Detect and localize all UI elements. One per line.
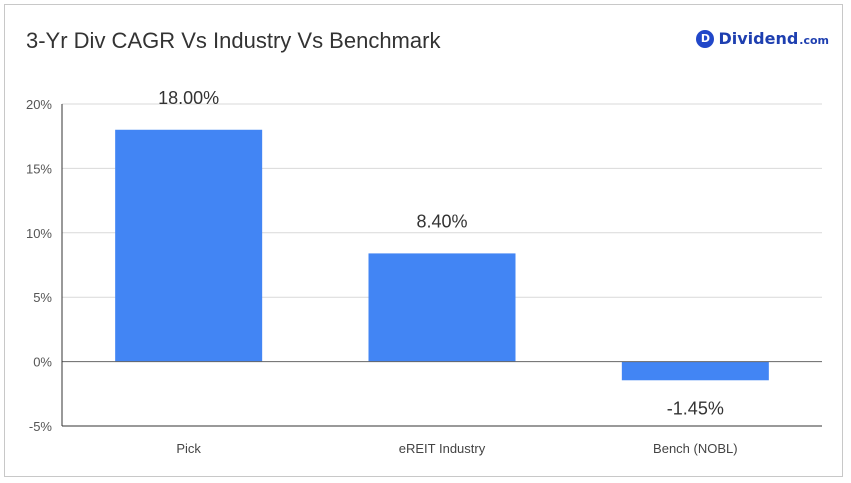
category-labels: Pick eREIT Industry Bench (NOBL) [176,441,737,456]
y-tick-label: 10% [26,226,52,241]
data-label: -1.45% [667,398,724,418]
chart-title: 3-Yr Div CAGR Vs Industry Vs Benchmark [26,28,441,53]
brand-tld: .com [799,34,829,47]
y-tick-label: 0% [33,355,52,370]
category-label: Bench (NOBL) [653,441,738,456]
category-label: Pick [176,441,201,456]
data-label: 8.40% [416,211,467,231]
y-tick-label: -5% [29,419,53,434]
axes [61,104,822,427]
bars [115,129,769,381]
y-tick-label: 20% [26,97,52,112]
brand-badge-icon: D [696,29,715,48]
y-tick-label: 5% [33,290,52,305]
data-label: 18.00% [158,88,219,108]
bar [621,361,769,381]
brand-logo: D Dividend .com [696,29,829,48]
bar [115,129,263,362]
data-labels: 18.00% 8.40% -1.45% [158,88,724,419]
y-tick-label: 15% [26,161,52,176]
bar [368,253,516,362]
y-axis-ticks: 20% 15% 10% 5% 0% -5% [26,97,52,434]
brand-name: Dividend [718,29,799,48]
category-label: eREIT Industry [399,441,486,456]
